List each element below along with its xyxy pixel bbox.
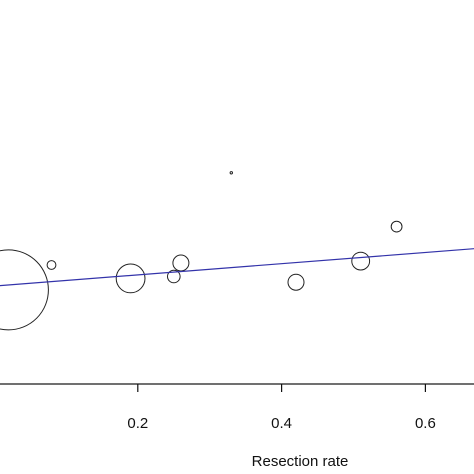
data-point-1 [46, 260, 57, 270]
data-point-0 [0, 249, 49, 331]
data-point-2 [115, 263, 146, 294]
x-axis: 0.2 0.4 0.6 [127, 384, 436, 432]
regression-line-group [0, 248, 474, 287]
data-points [0, 171, 403, 331]
data-point-3 [167, 269, 181, 284]
data-point-6 [287, 273, 305, 291]
plot-area [0, 383, 474, 385]
data-point-4 [172, 254, 190, 272]
data-point-7 [351, 251, 371, 271]
x-axis-title: Resection rate [252, 453, 349, 470]
x-tick-label-0: 0.2 [127, 415, 148, 432]
regression-line [0, 248, 474, 287]
x-tick-label-1: 0.4 [271, 415, 292, 432]
data-point-5 [229, 171, 234, 175]
data-point-8 [390, 220, 403, 233]
plot-frame [0, 383, 474, 385]
x-tick-label-2: 0.6 [415, 415, 436, 432]
